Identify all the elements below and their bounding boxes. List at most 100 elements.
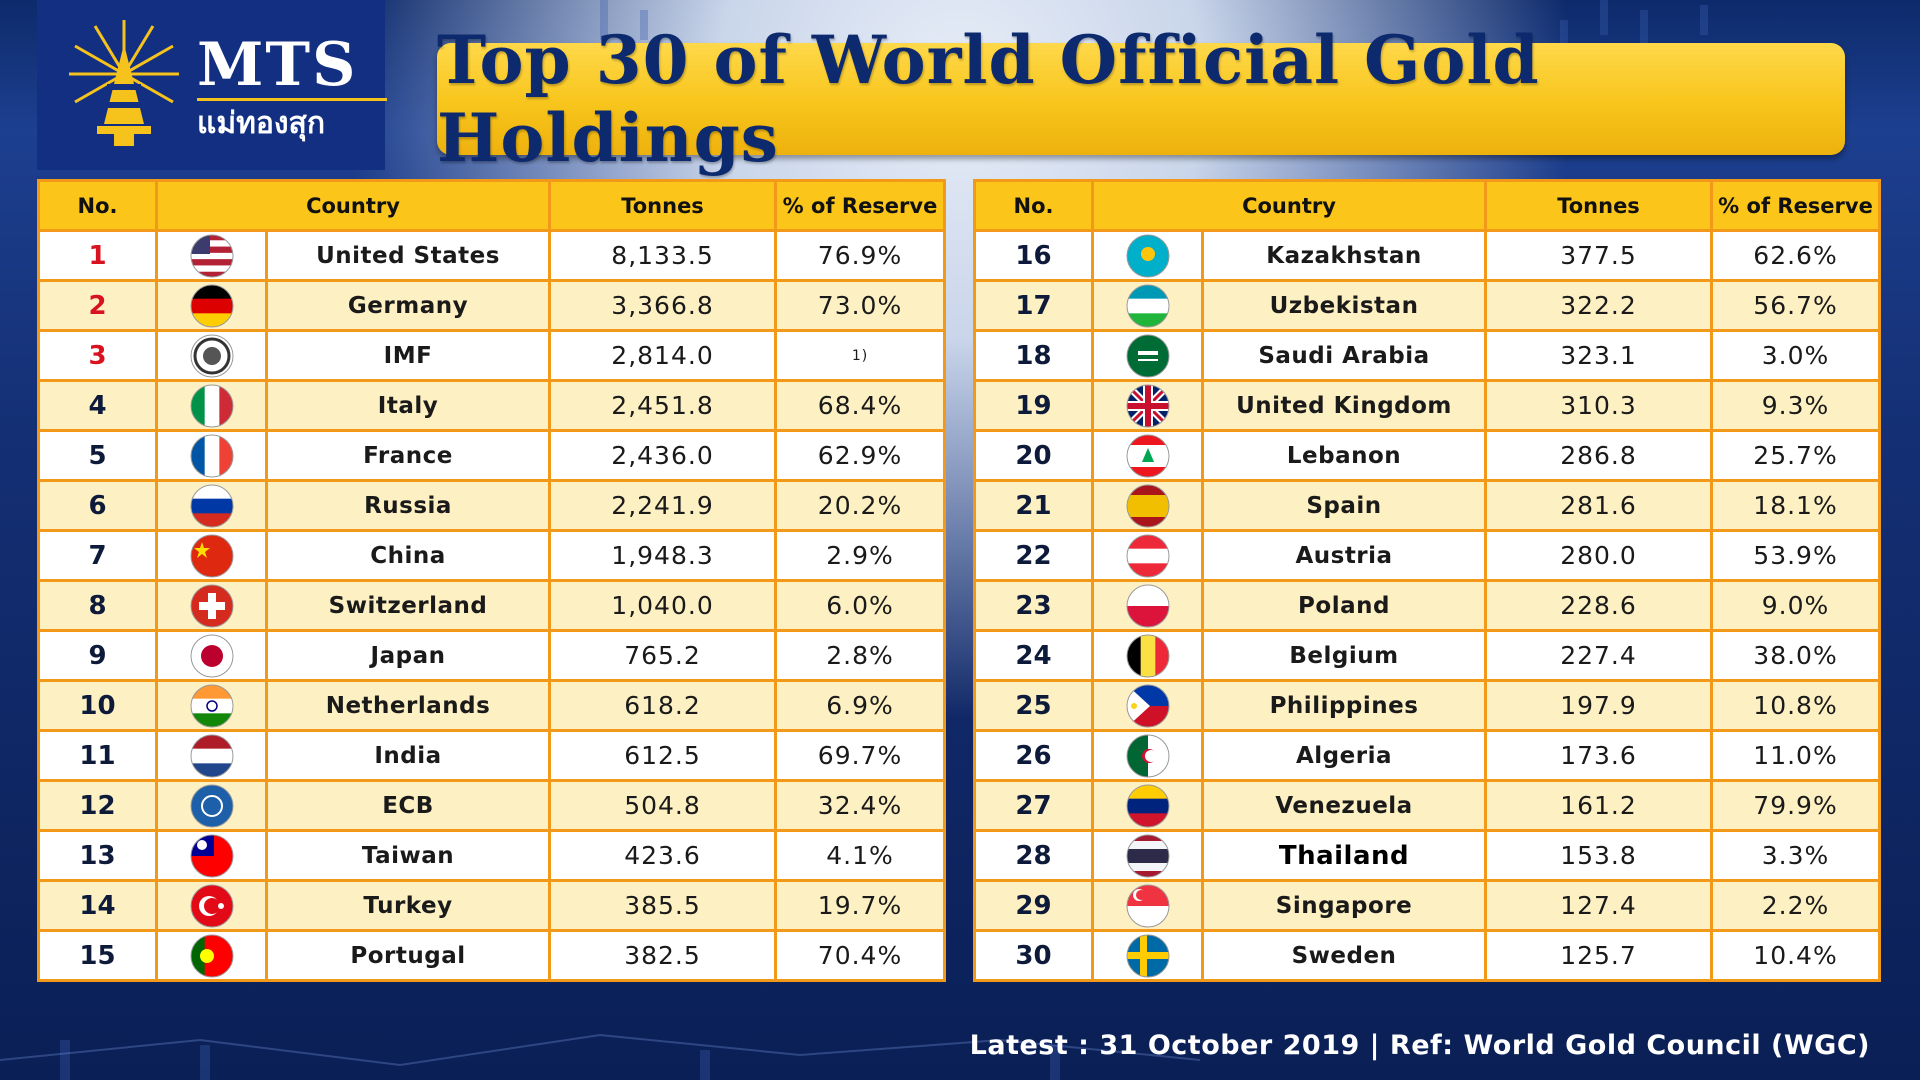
rank-number: 28: [973, 829, 1094, 882]
brand-thai-name: แม่ทองสุก: [197, 106, 326, 141]
japan-flag-icon: [190, 634, 233, 677]
table-row: 27 Venezuela 161.2 79.9%: [973, 779, 1882, 832]
table-row: 9 Japan 765.2 2.8%: [37, 629, 947, 682]
rank-number: 4: [37, 379, 158, 432]
reserve-percent: 19.7%: [774, 879, 947, 932]
tonnes-value: 161.2: [1484, 779, 1714, 832]
reserve-percent: 68.4%: [774, 379, 947, 432]
rank-number: 10: [37, 679, 158, 732]
country-name: China: [264, 529, 552, 582]
flag-cell: [1091, 479, 1204, 532]
reserve-percent: 18.1%: [1710, 479, 1882, 532]
ecb-logo-icon: [190, 784, 233, 827]
flag-cell: [1091, 629, 1204, 682]
sweden-flag-icon: [1126, 934, 1169, 977]
rank-number: 14: [37, 879, 158, 932]
tonnes-value: 125.7: [1484, 929, 1714, 982]
table-row: 17 Uzbekistan 322.2 56.7%: [973, 279, 1882, 332]
table-row: 3 IMF 2,814.0 1): [37, 329, 947, 382]
tonnes-value: 612.5: [548, 729, 778, 782]
table-row: 19 United Kingdom 310.3 9.3%: [973, 379, 1882, 432]
tonnes-value: 197.9: [1484, 679, 1714, 732]
country-name: United Kingdom: [1200, 379, 1488, 432]
netherlands-flag-icon: [190, 734, 233, 777]
country-name: Kazakhstan: [1200, 229, 1488, 282]
tonnes-value: 765.2: [548, 629, 778, 682]
flag-cell: [155, 529, 268, 582]
rank-number: 3: [37, 329, 158, 382]
country-name: Algeria: [1200, 729, 1488, 782]
thailand-flag-icon: [1126, 834, 1169, 877]
rank-number: 25: [973, 679, 1094, 732]
uk-flag-icon: [1126, 384, 1169, 427]
reserve-percent: 3.0%: [1710, 329, 1882, 382]
country-name: Philippines: [1200, 679, 1488, 732]
country-name: United States: [264, 229, 552, 282]
country-name: Spain: [1200, 479, 1488, 532]
tonnes-value: 153.8: [1484, 829, 1714, 882]
country-name: Venezuela: [1200, 779, 1488, 832]
rank-number: 2: [37, 279, 158, 332]
philippines-flag-icon: [1126, 684, 1169, 727]
flag-cell: [1091, 829, 1204, 882]
table-row: 1 United States 8,133.5 76.9%: [37, 229, 947, 282]
taiwan-flag-icon: [190, 834, 233, 877]
header-no: No.: [973, 179, 1094, 232]
switzerland-flag-icon: [190, 584, 233, 627]
tonnes-value: 2,436.0: [548, 429, 778, 482]
header-country: Country: [1090, 179, 1488, 232]
country-name: IMF: [264, 329, 552, 382]
tonnes-value: 1,948.3: [548, 529, 778, 582]
table-row: 6 Russia 2,241.9 20.2%: [37, 479, 947, 532]
rank-number: 9: [37, 629, 158, 682]
reserve-percent: 73.0%: [774, 279, 947, 332]
rank-number: 7: [37, 529, 158, 582]
flag-cell: [1091, 329, 1204, 382]
flag-cell: [1091, 679, 1204, 732]
country-name: Russia: [264, 479, 552, 532]
flag-cell: [155, 279, 268, 332]
tonnes-value: 3,366.8: [548, 279, 778, 332]
rank-number: 24: [973, 629, 1094, 682]
reserve-percent: 79.9%: [1710, 779, 1882, 832]
reserve-percent: 62.9%: [774, 429, 947, 482]
lebanon-flag-icon: [1126, 434, 1169, 477]
table-row: 4 Italy 2,451.8 68.4%: [37, 379, 947, 432]
tonnes-value: 423.6: [548, 829, 778, 882]
us-flag-icon: [190, 234, 233, 277]
rank-number: 11: [37, 729, 158, 782]
russia-flag-icon: [190, 484, 233, 527]
flag-cell: [155, 929, 268, 982]
rank-number: 20: [973, 429, 1094, 482]
table-row: 26 Algeria 173.6 11.0%: [973, 729, 1882, 782]
italy-flag-icon: [190, 384, 233, 427]
flag-cell: [155, 879, 268, 932]
rank-number: 23: [973, 579, 1094, 632]
flag-cell: [1091, 229, 1204, 282]
country-name: Belgium: [1200, 629, 1488, 682]
reserve-percent: 4.1%: [774, 829, 947, 882]
reserve-percent: 38.0%: [1710, 629, 1882, 682]
table-row: 15 Portugal 382.5 70.4%: [37, 929, 947, 982]
flag-cell: [155, 829, 268, 882]
reserve-percent: 6.0%: [774, 579, 947, 632]
tonnes-value: 1,040.0: [548, 579, 778, 632]
rank-number: 16: [973, 229, 1094, 282]
tonnes-value: 323.1: [1484, 329, 1714, 382]
tonnes-value: 228.6: [1484, 579, 1714, 632]
turkey-flag-icon: [190, 884, 233, 927]
country-name: Austria: [1200, 529, 1488, 582]
rank-number: 21: [973, 479, 1094, 532]
table-row: 29 Singapore 127.4 2.2%: [973, 879, 1882, 932]
flag-cell: [1091, 279, 1204, 332]
mts-logo: MTS แม่ทองสุก: [37, 0, 387, 170]
table-row: 20 Lebanon 286.8 25.7%: [973, 429, 1882, 482]
flag-cell: [155, 429, 268, 482]
tonnes-value: 286.8: [1484, 429, 1714, 482]
rank-number: 13: [37, 829, 158, 882]
flag-cell: [1091, 379, 1204, 432]
table-header-row: No. Country Tonnes % of Reserve: [973, 179, 1882, 232]
rank-number: 15: [37, 929, 158, 982]
table-row: 11 India 612.5 69.7%: [37, 729, 947, 782]
tonnes-value: 322.2: [1484, 279, 1714, 332]
